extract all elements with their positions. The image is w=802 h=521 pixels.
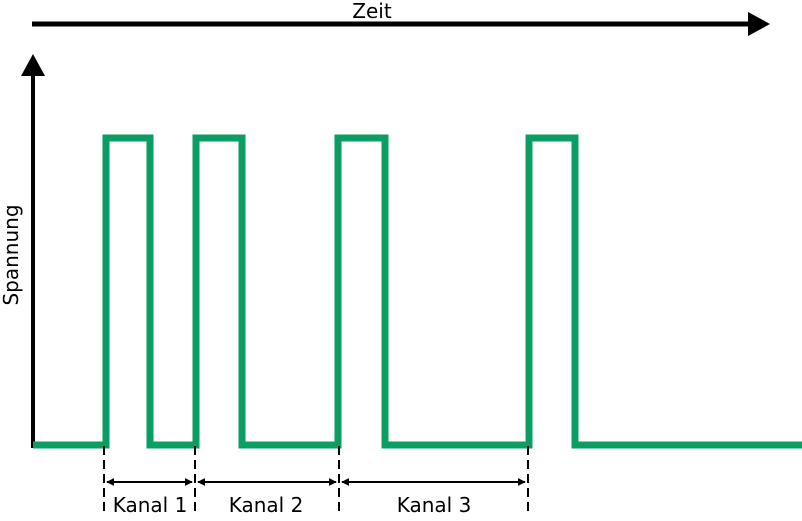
time-axis-label: Zeit bbox=[352, 0, 392, 23]
time-axis-arrowhead bbox=[748, 12, 770, 36]
voltage-axis-label: Spannung bbox=[0, 204, 23, 305]
voltage-axis-arrowhead bbox=[21, 54, 45, 76]
channel-3-label: Kanal 3 bbox=[397, 493, 472, 516]
pulse-signal bbox=[33, 134, 802, 449]
channel-2-label: Kanal 2 bbox=[229, 493, 304, 516]
channel-1-label: Kanal 1 bbox=[113, 493, 188, 516]
